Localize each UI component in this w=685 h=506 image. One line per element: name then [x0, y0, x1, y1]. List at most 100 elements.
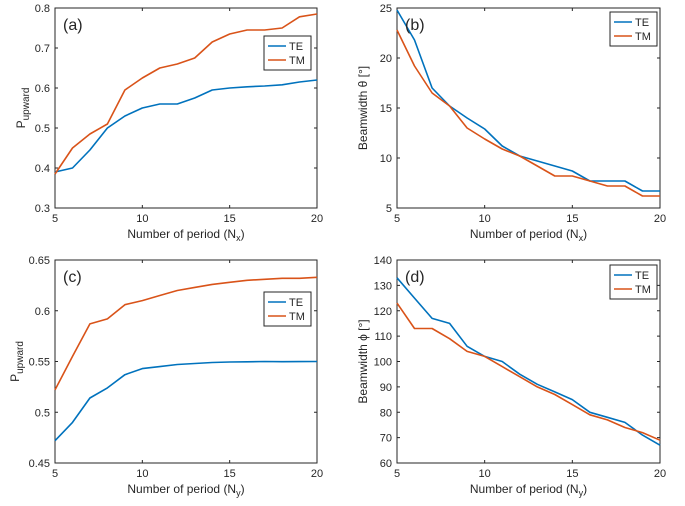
y-tick-label: 10: [380, 153, 392, 165]
y-tick-label: 110: [374, 331, 392, 343]
x-tick-label: 15: [224, 213, 236, 225]
x-tick-label: 20: [654, 213, 666, 225]
x-axis-title-end: ): [241, 482, 245, 496]
x-tick-label: 5: [52, 468, 58, 480]
x-tick-label: 5: [394, 213, 400, 225]
x-tick-label: 10: [136, 213, 148, 225]
legend-label-te: TE: [289, 297, 303, 309]
x-axis-title-main: Number of period (N: [470, 482, 579, 496]
x-axis-title-subscript: x: [236, 233, 241, 243]
x-axis-title: Number of period (Nx): [127, 227, 244, 243]
legend-label-tm: TM: [289, 311, 305, 323]
x-axis-title-main: Number of period (N: [470, 227, 579, 241]
chart-panel-c: 5 10 15 20 0.45 0.5 0.55 0.6 0.65 Number of perio…: [8, 255, 323, 498]
legend-box: [263, 35, 312, 71]
x-axis-title: Number of period (Ny): [127, 482, 244, 498]
y-tick-label: 0.8: [35, 3, 50, 15]
x-axis-title: Number of period (Nx): [470, 227, 587, 243]
y-tick-label: 140: [374, 255, 392, 267]
panel-label: (a): [63, 17, 83, 34]
legend-label-tm: TM: [635, 31, 651, 43]
legend-label-te: TE: [635, 17, 649, 29]
legend-label-tm: TM: [289, 55, 305, 67]
y-tick-label: 0.55: [29, 357, 50, 369]
y-tick-label: 25: [380, 3, 392, 15]
series-line-te: [54, 79, 318, 173]
y-axis-title-subscript: upward: [15, 341, 26, 374]
y-axis-title: Pupward: [8, 341, 26, 382]
y-tick-label: 0.6: [35, 306, 50, 318]
series-line-tm: [54, 13, 318, 175]
legend-label-tm: TM: [635, 284, 651, 296]
y-tick-label: 80: [380, 407, 392, 419]
y-tick-label: 0.4: [35, 163, 50, 175]
legend: TE TM: [609, 11, 658, 47]
legend-box: [609, 264, 658, 300]
y-axis-title: Pupward: [14, 88, 32, 129]
legend: TE TM: [263, 291, 312, 327]
y-tick-label: 15: [380, 103, 392, 115]
series-line-te: [54, 360, 318, 442]
y-tick-label: 0.7: [35, 43, 50, 55]
legend-label-te: TE: [635, 270, 649, 282]
series-line-tm: [396, 29, 660, 197]
y-axis-title-main: Beamwidth ϕ [°]: [356, 319, 370, 403]
y-axis-title: Beamwidth ϕ [°]: [356, 319, 370, 403]
y-tick-label: 70: [380, 433, 392, 445]
y-tick-label: 0.5: [35, 407, 50, 419]
y-axis-title-main: P: [14, 120, 28, 128]
y-tick-label: 90: [380, 382, 392, 394]
panel-label: (c): [63, 269, 82, 286]
y-tick-label: 0.3: [35, 203, 50, 215]
x-tick-label: 5: [52, 213, 58, 225]
x-axis-title-main: Number of period (N: [127, 227, 236, 241]
x-axis-title-subscript: y: [579, 488, 584, 498]
panel-label: (b): [405, 17, 425, 34]
y-axis-title-subscript: upward: [21, 88, 32, 121]
y-axis-title: Beamwidth θ [°]: [356, 66, 370, 150]
panel-label: (d): [405, 269, 425, 286]
x-tick-label: 15: [224, 468, 236, 480]
y-tick-label: 5: [386, 203, 392, 215]
y-tick-label: 100: [374, 357, 392, 369]
x-tick-label: 15: [566, 468, 578, 480]
y-axis-title-main: Beamwidth θ [°]: [356, 66, 370, 150]
series-line-te: [396, 277, 661, 446]
legend-label-te: TE: [289, 41, 303, 53]
y-tick-label: 60: [380, 458, 392, 470]
x-tick-label: 10: [479, 468, 491, 480]
x-axis-title-end: ): [583, 482, 587, 496]
x-tick-label: 20: [311, 213, 323, 225]
chart-panel-d: 5 10 15 20 60 70 80 90 100 110 120 130 140 Number of …: [356, 255, 666, 498]
x-tick-label: 10: [479, 213, 491, 225]
x-axis-title-end: ): [241, 227, 245, 241]
series-line-te: [396, 9, 660, 192]
y-tick-label: 0.45: [29, 458, 50, 470]
x-axis-title-end: ): [583, 227, 587, 241]
y-tick-label: 0.6: [35, 83, 50, 95]
x-tick-label: 20: [311, 468, 323, 480]
x-axis-title-main: Number of period (N: [127, 482, 236, 496]
x-tick-label: 20: [654, 468, 666, 480]
y-tick-label: 20: [380, 53, 392, 65]
x-axis-title-subscript: x: [579, 233, 584, 243]
x-tick-label: 15: [566, 213, 578, 225]
chart-panel-b: 5 10 15 20 5 10 15 20 25 Number of period (Nx) Bea…: [356, 3, 666, 243]
legend-box: [263, 291, 312, 327]
y-tick-label: 130: [374, 280, 392, 292]
x-tick-label: 10: [136, 468, 148, 480]
chart-panel-a: 5 10 15 20 0.3 0.4 0.5 0.6 0.7 0.8 Number of perio…: [14, 3, 323, 243]
y-tick-label: 0.5: [35, 123, 50, 135]
y-axis-title-main: P: [8, 374, 22, 382]
plot-area: [54, 7, 318, 209]
legend-box: [609, 11, 658, 47]
y-tick-label: 0.65: [29, 255, 50, 267]
y-tick-label: 120: [374, 306, 392, 318]
series-line-tm: [54, 276, 318, 391]
legend: TE TM: [609, 264, 658, 300]
x-axis-title: Number of period (Ny): [470, 482, 587, 498]
series-line-tm: [396, 302, 661, 441]
legend: TE TM: [263, 35, 312, 71]
x-tick-label: 5: [394, 468, 400, 480]
